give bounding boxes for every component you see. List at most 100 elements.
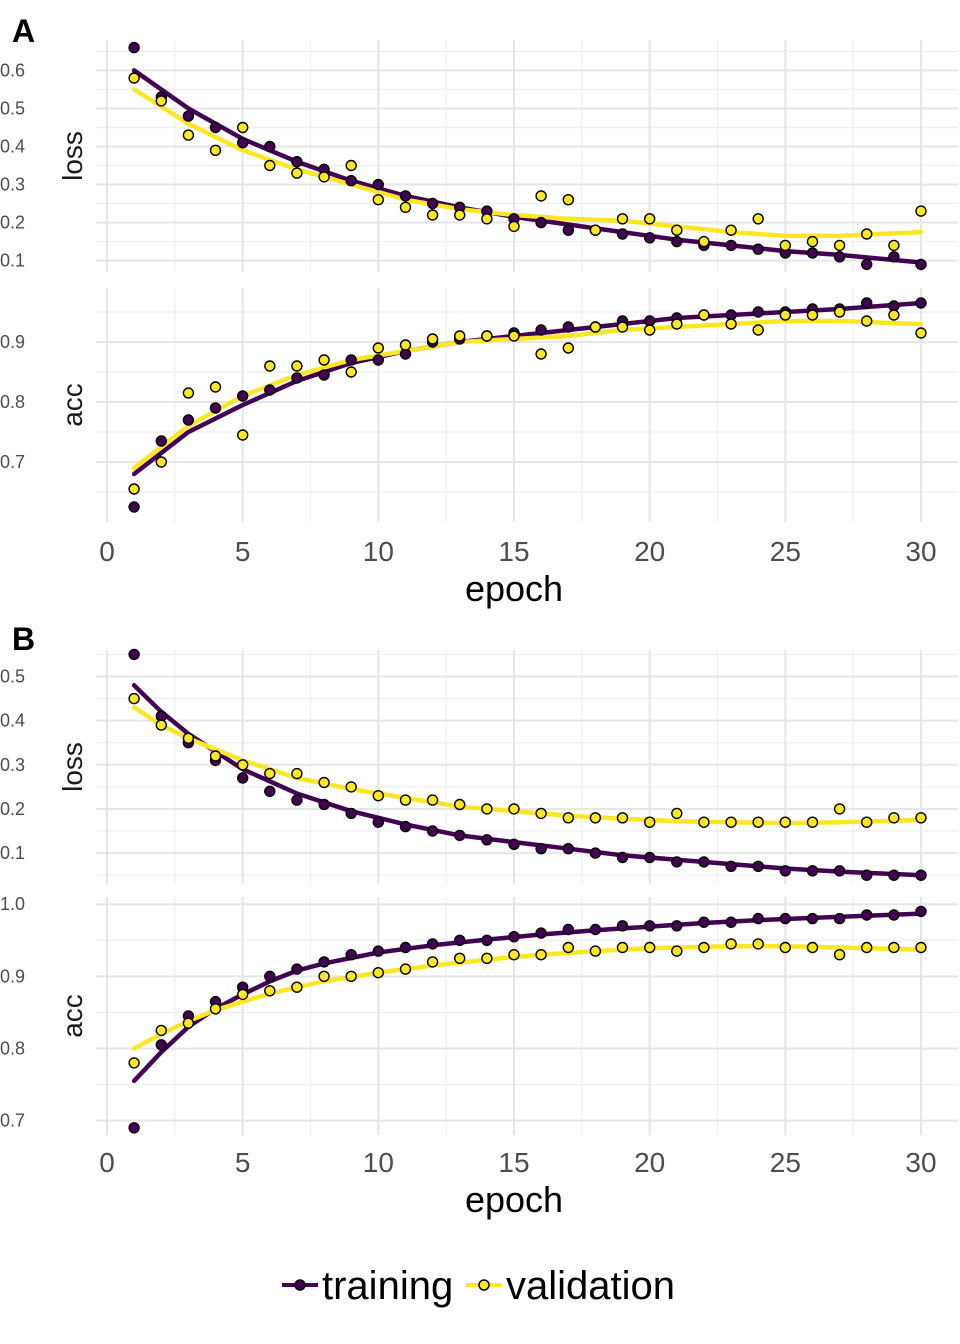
panel-a-loss-training-point (752, 243, 764, 255)
panel-a-acc-validation-point (644, 324, 656, 336)
panel-b-loss-training-point (291, 794, 303, 806)
panel-b-loss-training-point (535, 843, 547, 855)
panel-a-acc-validation-point (861, 315, 873, 327)
panel-a-loss-validation-point (236, 121, 249, 134)
panel-b-loss-validation-point (426, 794, 439, 806)
panel-a-acc-training-point (128, 501, 140, 513)
panel-b-acc-validation-point (833, 949, 846, 961)
panel-b-acc-validation-point (209, 1003, 222, 1015)
panel-a-x-axis-label: epoch (465, 568, 563, 609)
panel-a-acc-validation-point (752, 324, 764, 336)
panel-b-acc-training-point (399, 941, 412, 954)
panel-a-loss-validation-smooth-line (131, 87, 924, 239)
panel-a-loss-y-tick-label: 0.5 (0, 98, 25, 118)
panel-a-acc-training-point (264, 384, 276, 396)
panel-b-acc-training-point (589, 923, 602, 936)
panel-a-loss-validation-point (752, 213, 764, 225)
panel-b-loss-validation-point (779, 816, 791, 828)
panel-a-acc-training-point (182, 414, 195, 426)
panel-a-x-tick-label: 30 (905, 536, 936, 567)
panel-a-loss-validation-point (779, 239, 791, 252)
panel-b-loss-validation-point (372, 790, 384, 802)
panel-b-loss-y-tick-label: 0.2 (0, 799, 25, 819)
panel-b-acc-training-point (616, 920, 629, 932)
panel-b-loss-y-tick-label: 0.5 (0, 666, 25, 686)
panel-b-acc-validation-point (345, 970, 357, 982)
panel-a-loss-validation-point (888, 239, 900, 252)
panel-a-acc-validation-point (671, 318, 683, 330)
panel-b-loss-validation-point (671, 807, 683, 820)
panel-a-loss-validation-point (291, 167, 303, 179)
panel-a-loss-training-point (128, 41, 140, 54)
panel-a-loss-validation-point (535, 190, 547, 202)
panel-b-loss-validation-point (209, 750, 222, 762)
panel-b-acc-validation-point (128, 1057, 140, 1069)
panel-a-acc-training-point (318, 369, 330, 381)
panel-b-loss-validation-point (236, 759, 249, 771)
panel-b-acc-validation-point (291, 981, 303, 993)
panel-b-acc-validation-point (372, 967, 384, 979)
panel-a-acc-validation-point (155, 456, 168, 468)
panel-b-loss-validation-point (725, 816, 737, 828)
panel-b-loss-validation-point (155, 719, 168, 731)
panel-b-acc-validation-smooth-line (131, 943, 924, 1051)
panel-b-x-tick-label: 20 (634, 1147, 665, 1178)
panel-label-a: A (12, 13, 35, 49)
panel-b-x-tick-label: 5 (235, 1147, 251, 1178)
panel-a-acc-training-point (562, 321, 574, 333)
panel-a-acc-validation-smooth-line (131, 318, 924, 471)
panel-b-loss-training-point (318, 798, 330, 811)
panel-b-loss-validation-point (535, 807, 547, 820)
panel-a-loss-training-point (264, 140, 276, 153)
panel-b-x-tick-label: 10 (363, 1147, 394, 1178)
panel-a-acc-validation-point (508, 330, 520, 342)
panel-b-acc-training-point (372, 945, 384, 957)
panel-b-acc-y-tick-label: 0.8 (0, 1038, 25, 1058)
legend-validation-label: validation (506, 1264, 675, 1308)
panel-a-acc-training-point (209, 402, 222, 414)
panel-b-x-tick-label: 30 (905, 1147, 936, 1178)
panel-a-loss-validation-point (508, 220, 520, 233)
panel-b-acc-training-point (318, 956, 330, 968)
panel-b-facet-label-loss: loss (57, 742, 88, 792)
panel-b-acc-training-point (508, 931, 520, 943)
panel-b-loss-training-point (806, 865, 819, 877)
panel-a-acc-training-point (372, 354, 384, 366)
panel-a-loss-training-point (182, 110, 195, 122)
panel-b-loss-training-point (372, 816, 384, 828)
panel-a-acc-validation-point (291, 360, 303, 372)
panel-b-acc-validation-point (616, 941, 629, 954)
panel-a-loss-validation-point (833, 239, 846, 252)
panel-a-loss-y-tick-label: 0.4 (0, 136, 25, 156)
panel-a-loss-validation-point (861, 228, 873, 240)
panel-b-acc-training-point (562, 923, 574, 936)
panel-a-loss-training-point (372, 178, 384, 191)
panel-a-loss-training-point (291, 155, 303, 168)
panel-b-loss-validation-point (264, 767, 276, 780)
panel-b-loss-validation-point (128, 692, 140, 705)
panel-a-loss-validation-point (372, 193, 384, 206)
panel-b-loss-training-point (481, 834, 493, 846)
panel-a-loss-validation-point (155, 95, 168, 107)
panel-a-acc-validation-point (345, 366, 357, 378)
panel-b-loss-validation-point (291, 767, 303, 780)
panel-b-loss-training-smooth-line (131, 683, 924, 878)
panel-b-loss-validation-point (861, 816, 873, 828)
panel-a-acc-training-point (861, 297, 873, 309)
panel-b-acc-training-point (861, 909, 873, 921)
panel-a-acc-validation-point (264, 360, 276, 372)
panel-b-loss-validation-point (833, 803, 846, 815)
panel-b-acc-validation-point (426, 956, 439, 968)
panel-a-loss-training-point (535, 216, 547, 229)
plots-layer: 0.1 0.2 0.3 0.4 0.5 0.6 loss 0.7 0.8 0.9 acc 0 5 10 15… (0, 40, 958, 1220)
panel-a-loss-training-point (562, 224, 574, 236)
panel-a-loss-validation-point (915, 205, 927, 217)
panel-b-acc-training-point (481, 934, 493, 946)
panel-b-acc-training-point (264, 970, 276, 982)
panel-b-loss-validation-point (508, 803, 520, 815)
panel-a-acc-validation-point (833, 306, 846, 318)
panel-b-x-tick-label: 0 (99, 1147, 115, 1178)
panel-b-loss-training-point (779, 865, 791, 877)
panel-a-loss-training-point (671, 235, 683, 248)
panel-b-acc-validation-point (562, 941, 574, 954)
